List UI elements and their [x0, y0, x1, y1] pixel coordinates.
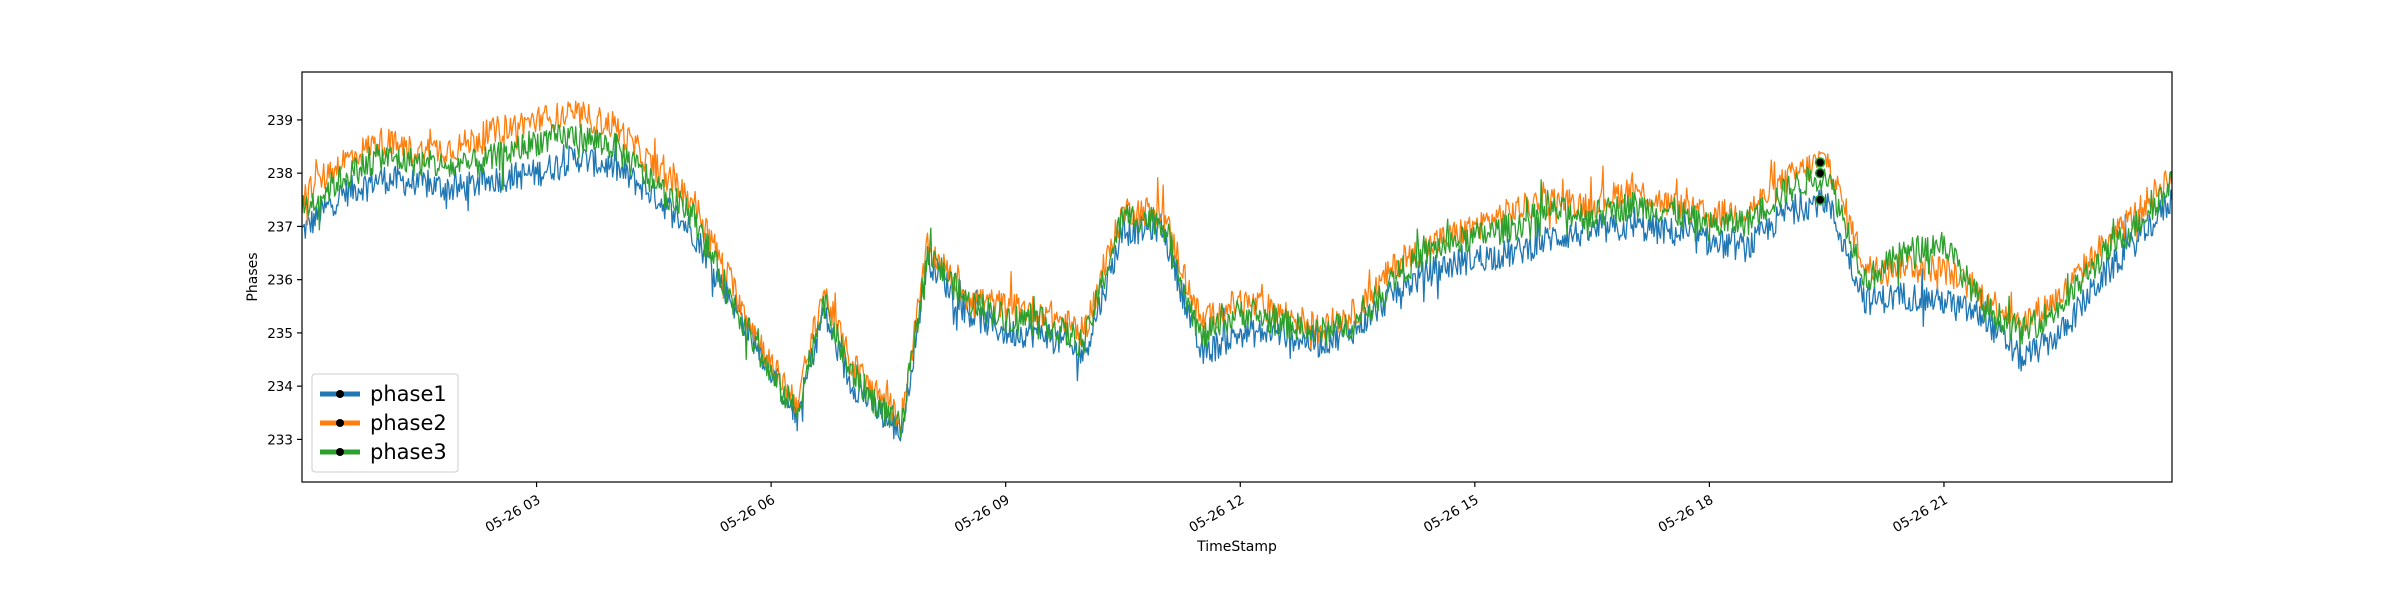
- series-line-phase3: [301, 123, 2173, 439]
- plot-area-frame: [301, 71, 2173, 483]
- legend-items: phase1 phase2 phase3: [320, 382, 447, 464]
- legend-box: [311, 373, 459, 473]
- y-tick-label: 239: [267, 113, 293, 129]
- legend-item-phase2: phase2: [320, 411, 447, 435]
- legend-swatch-marker: [336, 390, 344, 398]
- legend-label: phase2: [370, 411, 447, 435]
- legend-swatch-marker: [336, 448, 344, 456]
- y-tick-label: 234: [267, 379, 293, 395]
- legend-label: phase3: [370, 440, 447, 464]
- legend: phase1 phase2 phase3: [311, 373, 459, 473]
- data-point-marker-3: [1814, 157, 1826, 168]
- y-axis-ticks: 233 234 235 236 237 238 239: [267, 113, 302, 448]
- data-point-marker-1: [1814, 194, 1826, 206]
- y-tick-label: 236: [267, 273, 293, 289]
- y-tick-label: 238: [267, 166, 293, 182]
- legend-label: phase1: [370, 382, 447, 406]
- legend-item-phase1: phase1: [320, 382, 447, 406]
- y-tick-label: 237: [267, 219, 293, 235]
- marker-layer: [1814, 157, 1826, 206]
- series-line-phase1: [301, 133, 2173, 442]
- series-layer: [301, 100, 2173, 442]
- y-axis-title: Phases: [245, 252, 261, 301]
- y-tick-label: 233: [267, 432, 293, 448]
- legend-item-phase3: phase3: [320, 440, 447, 464]
- data-point-marker-2: [1814, 167, 1826, 179]
- legend-swatch-marker: [336, 419, 344, 427]
- y-tick-label: 235: [267, 326, 293, 342]
- x-axis-title: TimeStamp: [1196, 539, 1277, 555]
